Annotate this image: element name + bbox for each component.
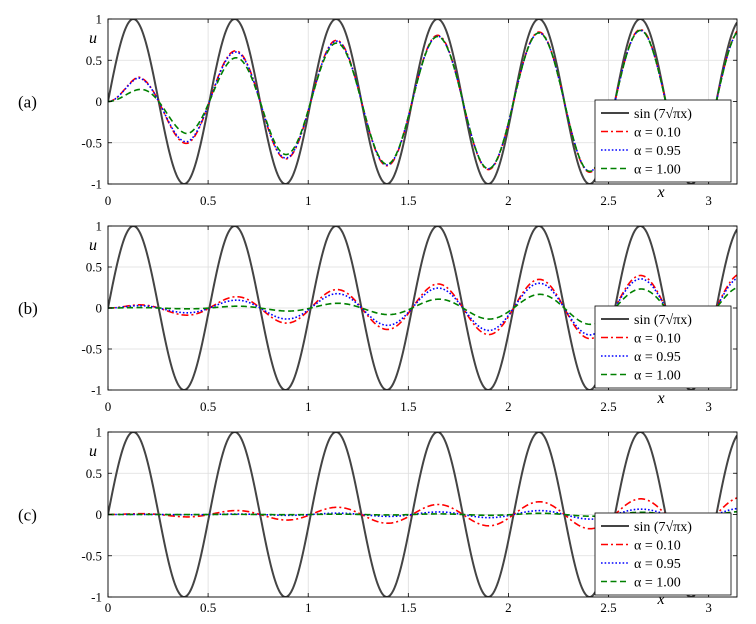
legend-entry: α = 1.00 <box>634 163 681 178</box>
series-line-4 <box>108 286 737 330</box>
panel-2: 0 0.5 1 1.5 2 2.5 3 1 0.5 0 -0.5 -1 u x (b) sin (7√πx) α… <box>18 219 738 414</box>
y-tick-label: 0 <box>96 301 103 316</box>
series-line-1 <box>108 19 737 184</box>
x-tick-label: 1.5 <box>400 399 416 414</box>
x-tick-label: 3 <box>705 600 712 615</box>
legend-entry: α = 1.00 <box>634 369 681 384</box>
y-tick-label: -1 <box>91 383 102 398</box>
panel-label: (c) <box>18 506 37 525</box>
legend-entry: sin (7√πx) <box>634 107 692 122</box>
y-tick-label: 0 <box>96 94 103 109</box>
y-tick-label: -1 <box>91 177 102 192</box>
legend-entry: α = 0.10 <box>634 126 681 141</box>
legend-entry: α = 1.00 <box>634 576 681 591</box>
x-tick-label: 2.5 <box>600 399 616 414</box>
y-axis-label: u <box>89 30 97 47</box>
legend-entry: α = 0.95 <box>634 144 681 159</box>
legend-entry: α = 0.95 <box>634 350 681 365</box>
y-tick-label: -0.5 <box>81 342 102 357</box>
legend-entry: α = 0.10 <box>634 539 681 554</box>
x-tick-label: 0 <box>105 600 112 615</box>
legend: sin (7√πx) α = 0.10 α = 0.95 α = 1.00 <box>594 305 732 389</box>
legend: sin (7√πx) α = 0.10 α = 0.95 α = 1.00 <box>594 99 732 183</box>
x-tick-label: 2.5 <box>600 600 616 615</box>
panel-label: (a) <box>18 93 37 112</box>
y-axis-label: u <box>89 443 97 460</box>
y-tick-label: 1 <box>96 12 103 27</box>
y-tick-label: -0.5 <box>81 135 102 150</box>
y-tick-label: 1 <box>96 425 103 440</box>
x-tick-label: 2 <box>505 193 512 208</box>
panel-3: 0 0.5 1 1.5 2 2.5 3 1 0.5 0 -0.5 -1 u x (c) sin (7√πx) α… <box>18 425 738 615</box>
legend-entry: sin (7√πx) <box>634 313 692 328</box>
x-tick-label: 1.5 <box>400 193 416 208</box>
series-line-1 <box>108 226 737 390</box>
x-tick-label: 0 <box>105 193 112 208</box>
panel-1: 0 0.5 1 1.5 2 2.5 3 1 0.5 0 -0.5 -1 u x (a) sin (7√πx) α… <box>18 12 738 208</box>
y-tick-label: -0.5 <box>81 548 102 563</box>
series-line-3 <box>108 277 737 340</box>
series-line-2 <box>108 274 737 343</box>
x-tick-label: 1 <box>305 193 312 208</box>
y-tick-label: 0.5 <box>86 466 102 481</box>
x-tick-label: 0.5 <box>200 600 216 615</box>
x-tick-label: 1.5 <box>400 600 416 615</box>
x-tick-label: 0.5 <box>200 399 216 414</box>
x-tick-label: 2 <box>505 600 512 615</box>
y-axis-label: u <box>89 237 97 254</box>
x-tick-label: 3 <box>705 399 712 414</box>
x-axis-label: x <box>656 591 664 608</box>
y-tick-label: 0 <box>96 507 103 522</box>
series-line-1 <box>108 432 737 597</box>
legend: sin (7√πx) α = 0.10 α = 0.95 α = 1.00 <box>594 512 732 596</box>
panel-label: (b) <box>18 299 38 318</box>
series-line-4 <box>108 29 737 175</box>
x-tick-label: 3 <box>705 193 712 208</box>
y-tick-label: 1 <box>96 219 103 234</box>
x-tick-label: 0 <box>105 399 112 414</box>
x-axis-label: x <box>656 390 664 407</box>
x-tick-label: 1 <box>305 600 312 615</box>
y-tick-label: 0.5 <box>86 260 102 275</box>
legend-entry: α = 0.95 <box>634 557 681 572</box>
x-tick-label: 2 <box>505 399 512 414</box>
y-tick-label: -1 <box>91 590 102 605</box>
x-axis-label: x <box>656 184 664 201</box>
x-tick-label: 2.5 <box>600 193 616 208</box>
legend-entry: α = 0.10 <box>634 332 681 347</box>
x-tick-label: 0.5 <box>200 193 216 208</box>
x-tick-label: 1 <box>305 399 312 414</box>
y-tick-label: 0.5 <box>86 53 102 68</box>
legend-entry: sin (7√πx) <box>634 520 692 535</box>
